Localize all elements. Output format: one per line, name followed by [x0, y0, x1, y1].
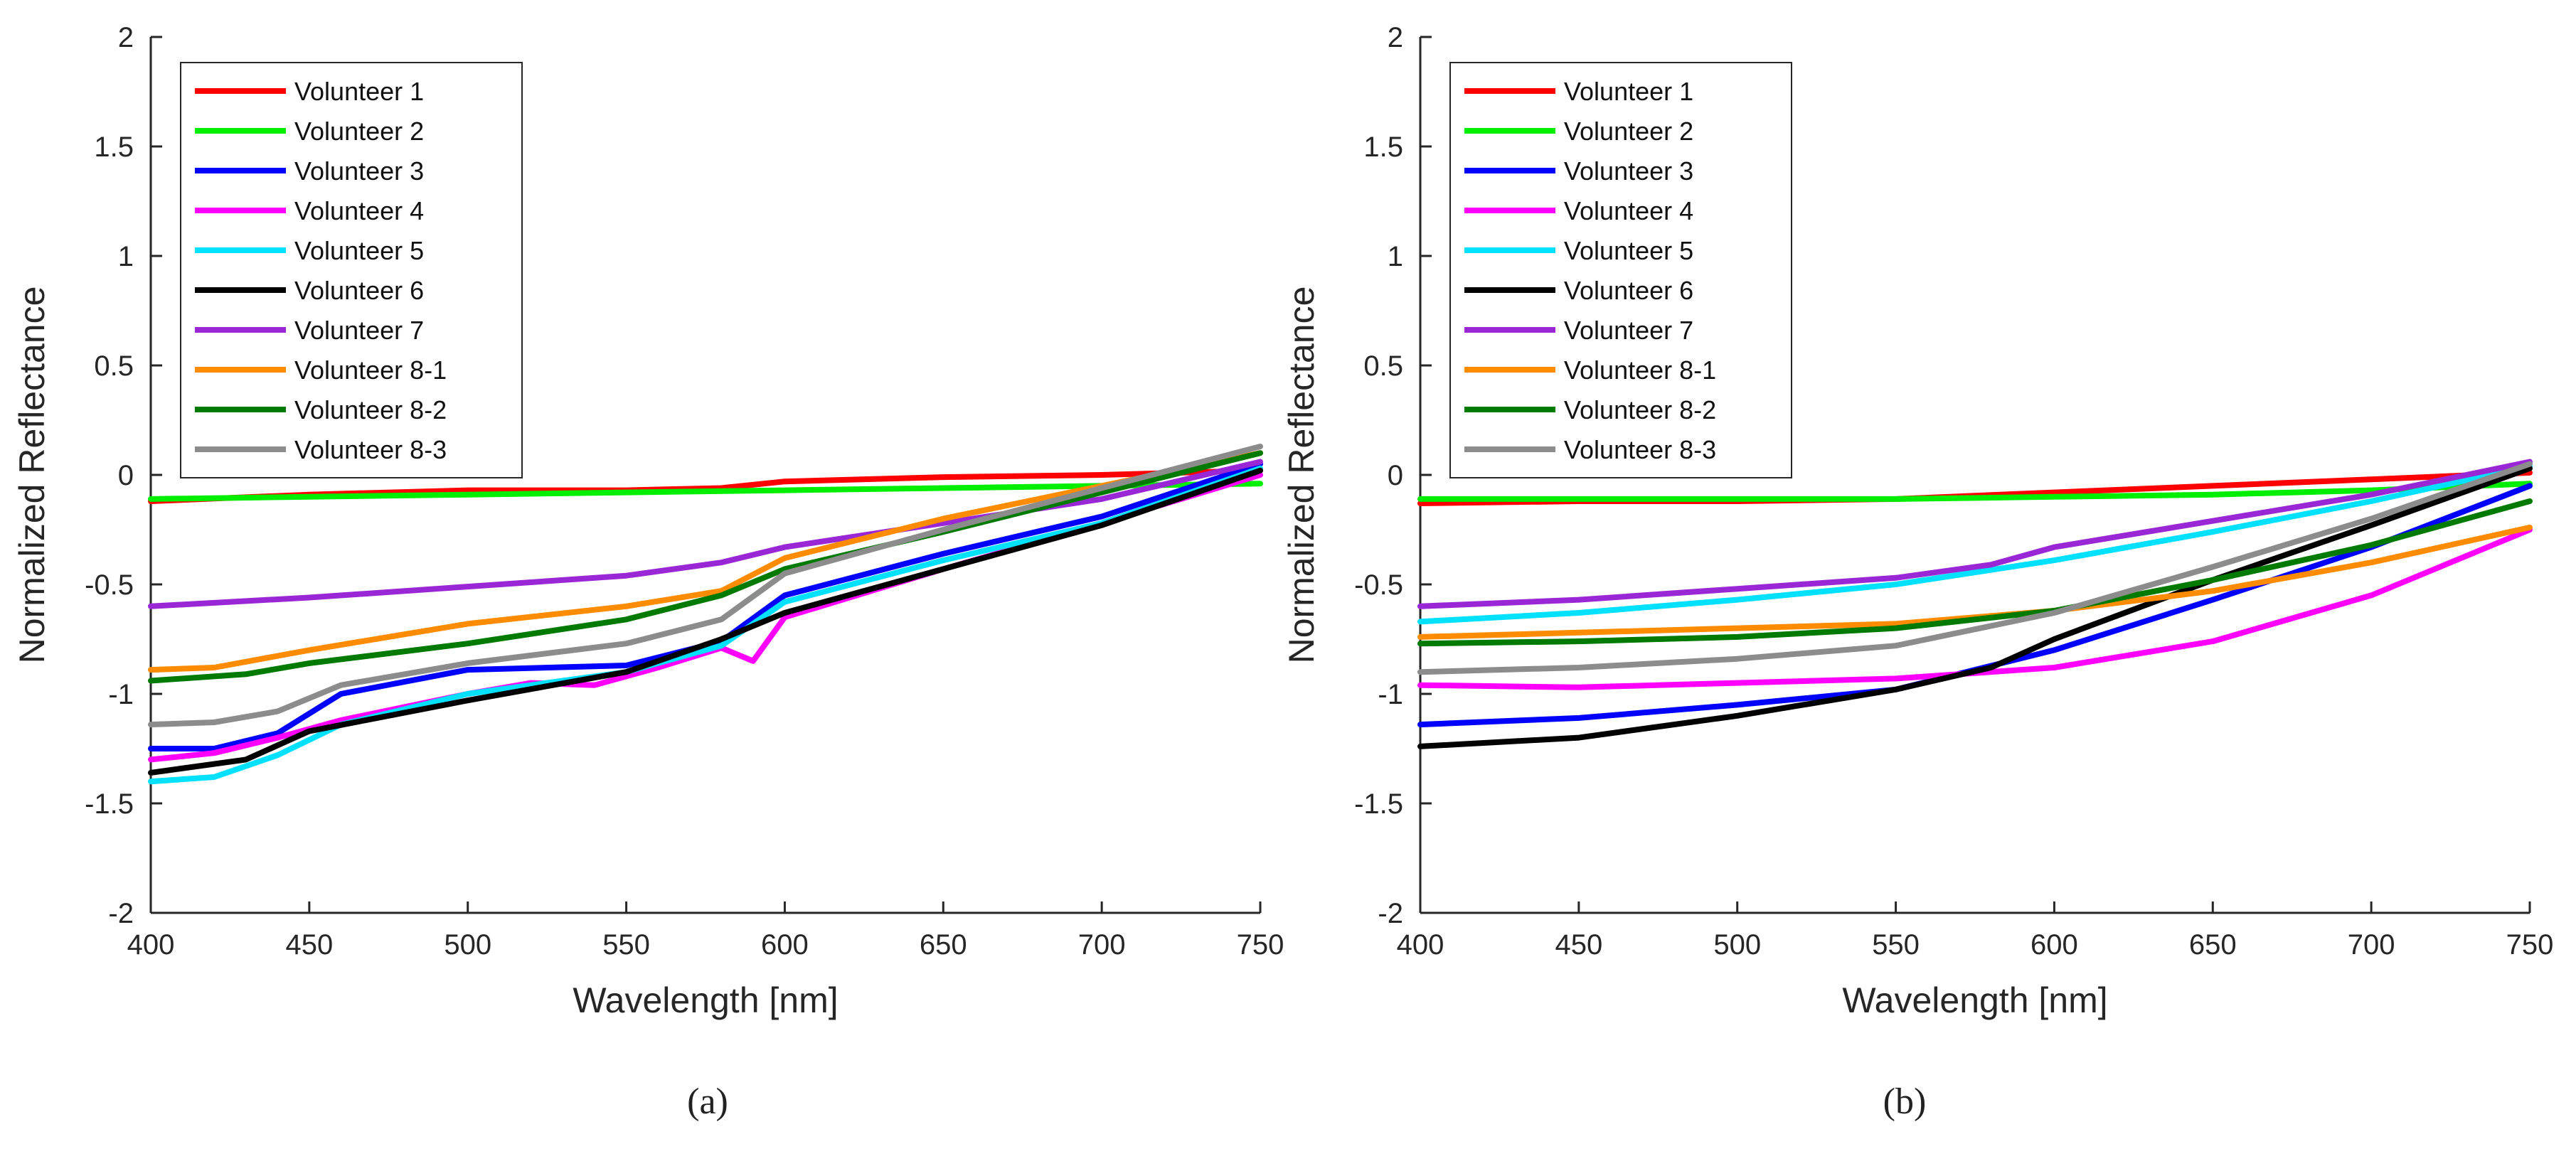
legend-label: Volunteer 8-1 — [294, 355, 447, 385]
y-tick-label: -1 — [1378, 679, 1403, 710]
x-tick-label: 700 — [1078, 929, 1126, 960]
y-axis-label: Normalized Reflectance — [1282, 287, 1321, 664]
series-line-8 — [148, 450, 1263, 673]
series-line-2 — [148, 481, 1263, 502]
x-tick-label: 400 — [1397, 929, 1444, 960]
x-tick-label: 400 — [127, 929, 175, 960]
legend-label: Volunteer 4 — [294, 196, 424, 225]
x-tick-label: 550 — [1872, 929, 1920, 960]
legend-label: Volunteer 3 — [294, 156, 424, 186]
y-tick-label: -1.5 — [1354, 788, 1403, 820]
y-tick-label: 2 — [118, 22, 134, 53]
x-tick-label: 750 — [2506, 929, 2554, 960]
legend-label: Volunteer 8-3 — [294, 435, 447, 464]
y-tick-label: -0.5 — [1354, 569, 1403, 601]
series-line-1 — [148, 467, 1263, 504]
series-line-7 — [1417, 459, 2533, 609]
y-tick-label: -2 — [108, 898, 134, 929]
legend-label: Volunteer 6 — [294, 276, 424, 305]
y-tick-label: 2 — [1388, 22, 1403, 53]
legend-label: Volunteer 1 — [294, 77, 424, 106]
y-tick-label: 0 — [1388, 460, 1403, 491]
series-line-3 — [148, 461, 1263, 751]
x-tick-label: 650 — [920, 929, 967, 960]
panel-a-caption: (a) — [687, 1081, 728, 1122]
legend-label: Volunteer 4 — [1564, 196, 1693, 225]
x-tick-label: 600 — [2031, 929, 2078, 960]
series-line-10 — [148, 444, 1263, 728]
y-tick-label: 0.5 — [1363, 350, 1403, 382]
panel-b-caption: (b) — [1883, 1081, 1927, 1122]
legend-label: Volunteer 8-1 — [1564, 355, 1716, 385]
y-tick-label: -1 — [108, 679, 134, 710]
legend-label: Volunteer 2 — [294, 117, 424, 146]
x-tick-label: 600 — [761, 929, 809, 960]
legend-label: Volunteer 7 — [1564, 316, 1693, 345]
y-tick-label: -2 — [1378, 898, 1403, 929]
series-line-5 — [1417, 463, 2533, 625]
legend-label: Volunteer 5 — [1564, 236, 1693, 265]
y-tick-label: 1.5 — [1363, 132, 1403, 163]
y-tick-label: 1 — [118, 241, 134, 272]
x-tick-label: 650 — [2189, 929, 2237, 960]
x-tick-label: 500 — [444, 929, 491, 960]
y-tick-label: 1 — [1388, 241, 1403, 272]
legend-label: Volunteer 6 — [1564, 276, 1693, 305]
x-axis-label: Wavelength [nm] — [1842, 980, 2107, 1020]
chart-b: 400 450 500 550 600 650 700 750 2 1.5 1 0.5 0 -0.5 -1 -… — [1282, 22, 2553, 1020]
x-tick-label: 500 — [1713, 929, 1761, 960]
legend-label: Volunteer 1 — [1564, 77, 1693, 106]
y-axis-label: Normalized Reflectance — [12, 287, 52, 664]
legend-label: Volunteer 3 — [1564, 156, 1693, 186]
series-line-6 — [148, 467, 1263, 776]
series-line-9 — [148, 450, 1263, 684]
series-line-6 — [1417, 465, 2533, 749]
y-tick-label: 1.5 — [94, 132, 134, 163]
legend-label: Volunteer 2 — [1564, 117, 1693, 146]
x-tick-label: 550 — [602, 929, 650, 960]
legend-label: Volunteer 8-2 — [1564, 395, 1716, 424]
x-tick-label: 450 — [1555, 929, 1602, 960]
series-line-10 — [1417, 461, 2533, 675]
x-tick-label: 750 — [1237, 929, 1284, 960]
series-line-4 — [1417, 527, 2533, 690]
y-tick-label: 0.5 — [94, 350, 134, 382]
y-tick-label: 0 — [118, 460, 134, 491]
x-tick-label: 450 — [285, 929, 333, 960]
legend-label: Volunteer 8-2 — [294, 395, 447, 424]
y-tick-label: -0.5 — [85, 569, 134, 601]
legend-label: Volunteer 5 — [294, 236, 424, 265]
series-line-2 — [1417, 481, 2533, 502]
y-tick-label: -1.5 — [85, 788, 134, 820]
x-tick-label: 700 — [2348, 929, 2395, 960]
x-axis-label: Wavelength [nm] — [573, 980, 838, 1020]
legend-label: Volunteer 8-3 — [1564, 435, 1716, 464]
series-line-9 — [1417, 498, 2533, 647]
legend-label: Volunteer 7 — [294, 316, 424, 345]
chart-a: 400 450 500 550 600 650 700 750 2 1.5 1 0.5 0 -0.5 -1 -… — [12, 22, 1284, 1020]
